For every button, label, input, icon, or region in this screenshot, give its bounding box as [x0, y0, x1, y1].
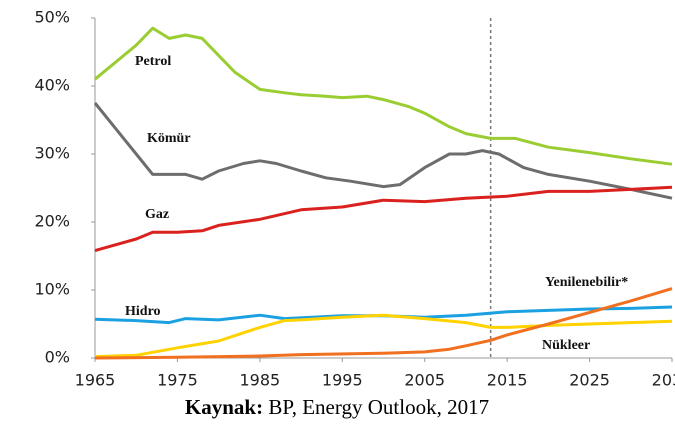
x-tick-label: 2015: [487, 371, 528, 390]
source-label: Kaynak:: [185, 395, 263, 419]
series-line: [94, 287, 673, 360]
x-tick-label: 2025: [569, 371, 610, 390]
series-label: Gaz: [145, 207, 169, 222]
x-tick-label: 1965: [75, 371, 116, 390]
series-line: [94, 313, 673, 359]
series-line: [94, 185, 673, 253]
y-tick-label: 30%: [34, 144, 70, 163]
x-tick-label: 1975: [157, 371, 198, 390]
series-label: Nükleer: [542, 338, 590, 353]
x-tick-label: 2005: [404, 371, 445, 390]
x-tick-label: 1995: [322, 371, 363, 390]
x-tick-label: 2035: [652, 371, 675, 390]
y-tick-label: 50%: [34, 8, 70, 27]
source: Kaynak: BP, Energy Outlook, 2017: [185, 395, 489, 419]
series-line: [94, 26, 673, 166]
series-label: Yenilenebilir*: [545, 275, 628, 290]
series-label: Petrol: [135, 54, 171, 69]
y-tick-label: 10%: [34, 280, 70, 299]
series-line: [93, 102, 673, 200]
series-label: Kömür: [147, 131, 191, 146]
y-tick-label: 40%: [34, 76, 70, 95]
source-text: BP, Energy Outlook, 2017: [268, 395, 489, 419]
x-tick-label: 1985: [239, 371, 280, 390]
y-tick-label: 20%: [34, 212, 70, 231]
y-tick-label: 0%: [45, 348, 70, 367]
series-label: Hidro: [125, 304, 161, 319]
